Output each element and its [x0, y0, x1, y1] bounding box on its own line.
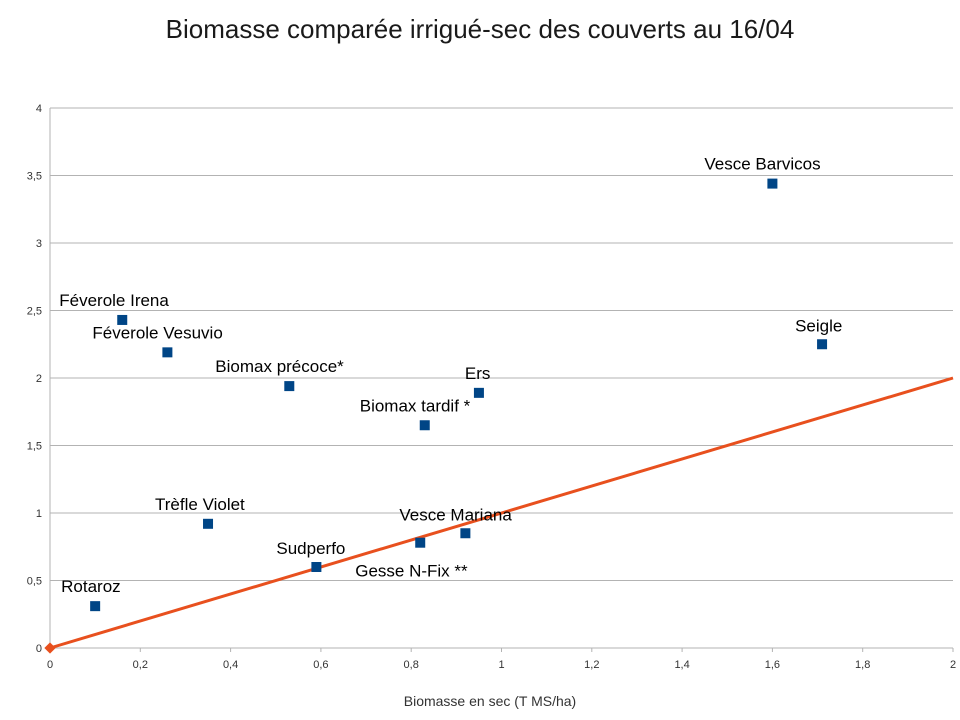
- data-point: [767, 178, 778, 189]
- data-points: [90, 178, 828, 612]
- data-point: [90, 601, 101, 612]
- data-point: [117, 314, 128, 325]
- data-point-label: Vesce Mariana: [399, 505, 512, 524]
- y-tick-label: 4: [36, 103, 42, 115]
- data-point: [473, 387, 484, 398]
- x-tick-label: 0,2: [133, 659, 148, 671]
- data-point: [284, 381, 295, 392]
- data-point-label: Féverole Irena: [59, 291, 169, 310]
- data-point: [460, 528, 471, 539]
- data-point-label: Vesce Barvicos: [704, 155, 820, 174]
- y-tick-label: 0: [36, 643, 42, 655]
- x-tick-label: 0,4: [223, 659, 238, 671]
- x-tick-label: 0,6: [313, 659, 328, 671]
- y-tick-label: 2,5: [27, 306, 42, 318]
- x-tick-label: 1,4: [674, 659, 689, 671]
- chart-title: Biomasse comparée irrigué-sec des couver…: [165, 14, 795, 44]
- data-point-label: Féverole Vesuvio: [92, 323, 222, 342]
- x-tick-label: 0: [47, 659, 53, 671]
- x-tick-label: 1,2: [584, 659, 599, 671]
- data-point: [162, 347, 173, 358]
- point-labels: Vesce Barvicos Seigle Féverole Irena Févero…: [59, 155, 842, 597]
- y-tick-label: 1: [36, 508, 42, 520]
- data-point: [817, 339, 828, 350]
- y-tick-label: 1,5: [27, 441, 42, 453]
- y-tick-label: 3,5: [27, 171, 42, 183]
- reference-line-marker: [44, 642, 56, 654]
- data-point-label: Seigle: [795, 316, 842, 335]
- y-tick-label: 0,5: [27, 576, 42, 588]
- x-tick-label: 2: [950, 659, 956, 671]
- axes: [49, 108, 954, 652]
- data-point: [419, 420, 430, 431]
- data-point-label: Sudperfo: [276, 539, 345, 558]
- data-point-label: Gesse N-Fix **: [355, 562, 468, 581]
- data-point-label: Biomax précoce*: [215, 357, 344, 376]
- data-point: [203, 518, 214, 529]
- data-point-label: Biomax tardif *: [360, 396, 471, 415]
- y-tick-labels: 0 0,5 1 1,5 2 2,5 3 3,5 4: [27, 103, 42, 655]
- x-tick-labels: 0 0,2 0,4 0,6 0,8 1 1,2 1,4 1,6 1,8 2: [47, 659, 956, 671]
- data-point: [311, 562, 322, 572]
- x-tick-label: 1: [498, 659, 504, 671]
- reference-line: [49, 376, 954, 650]
- data-point-label: Rotaroz: [61, 577, 121, 596]
- reference-line-layer: [44, 376, 954, 654]
- y-tick-label: 2: [36, 373, 42, 385]
- x-axis-label: Biomasse en sec (T MS/ha): [403, 693, 577, 709]
- x-tick-label: 1,8: [855, 659, 870, 671]
- data-point-label: Trèfle Violet: [155, 495, 245, 514]
- data-point: [415, 537, 426, 548]
- data-point-label: Ers: [465, 364, 491, 383]
- x-tick-label: 1,6: [765, 659, 780, 671]
- x-tick-label: 0,8: [404, 659, 419, 671]
- y-tick-label: 3: [36, 238, 42, 250]
